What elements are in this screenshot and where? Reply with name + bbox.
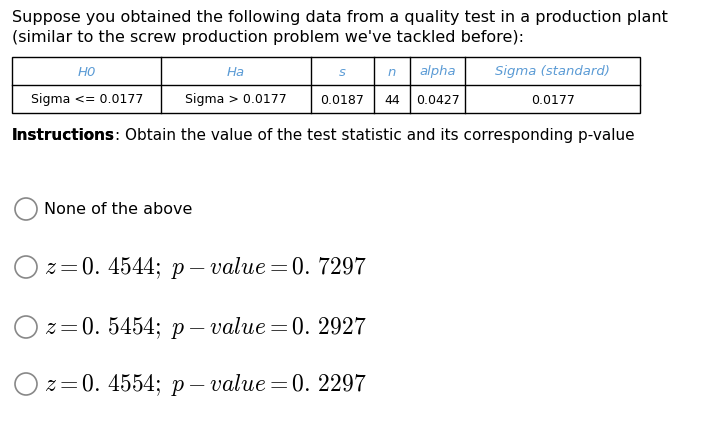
Text: (similar to the screw production problem we've tackled before):: (similar to the screw production problem…	[12, 30, 524, 45]
Text: alpha: alpha	[420, 65, 456, 78]
Text: Instructions: Instructions	[12, 128, 115, 143]
Text: Sigma (standard): Sigma (standard)	[495, 65, 610, 78]
Text: : Obtain the value of the test statistic and its corresponding p-value: : Obtain the value of the test statistic…	[115, 128, 634, 143]
Text: H0: H0	[78, 65, 96, 78]
Bar	[12, 58, 640, 114]
Text: n: n	[388, 65, 396, 78]
Text: Ha: Ha	[227, 65, 245, 78]
Text: Suppose you obtained the following data from a quality test in a production plan: Suppose you obtained the following data …	[12, 10, 668, 25]
Text: Sigma <= 0.0177: Sigma <= 0.0177	[30, 93, 143, 106]
Text: s: s	[339, 65, 346, 78]
Text: 0.0177: 0.0177	[531, 93, 575, 106]
Text: $z = 0.\,4554;\; p - value = 0.\,2297$: $z = 0.\,4554;\; p - value = 0.\,2297$	[44, 371, 366, 397]
Text: $z = 0.\,4544;\; p - value = 0.\,7297$: $z = 0.\,4544;\; p - value = 0.\,7297$	[44, 254, 366, 280]
Text: 0.0427: 0.0427	[416, 93, 460, 106]
Text: $z = 0.\,5454;\; p - value = 0.\,2927$: $z = 0.\,5454;\; p - value = 0.\,2927$	[44, 314, 366, 340]
Text: Instructions: Instructions	[12, 128, 115, 143]
Text: 44: 44	[384, 93, 400, 106]
Text: Sigma > 0.0177: Sigma > 0.0177	[185, 93, 287, 106]
Text: 0.0187: 0.0187	[320, 93, 364, 106]
Text: None of the above: None of the above	[44, 202, 193, 217]
